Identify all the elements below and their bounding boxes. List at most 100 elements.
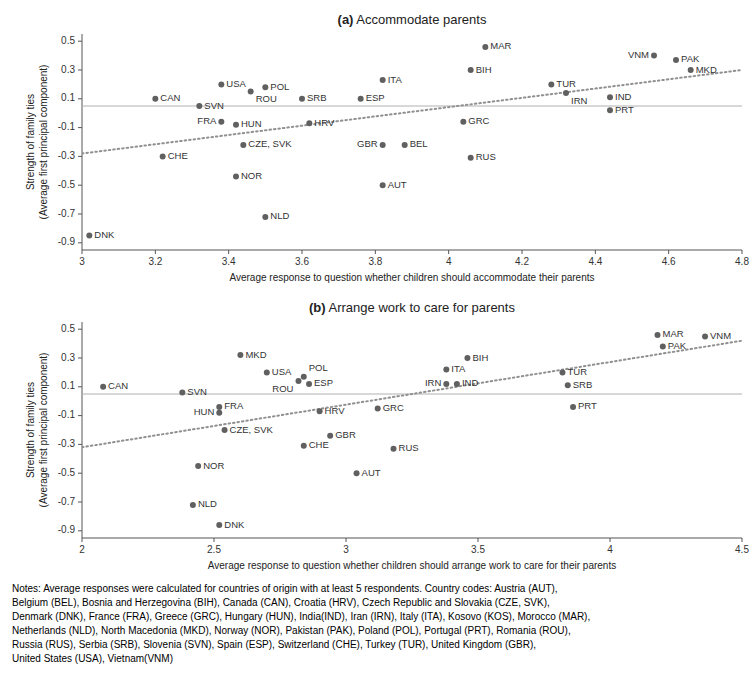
point-label: PRT — [578, 400, 597, 411]
note-line: Netherlands (NLD), North Macedonia (MKD)… — [12, 625, 571, 636]
data-point — [306, 381, 312, 387]
point-label: NLD — [270, 210, 289, 221]
point-label: AUT — [362, 467, 381, 478]
data-point — [607, 94, 613, 100]
point-label: HRV — [314, 117, 335, 128]
point-label: FRA — [224, 400, 244, 411]
plot-area — [82, 332, 742, 528]
point-label: SVN — [204, 100, 224, 111]
x-tick — [82, 250, 83, 254]
x-tick — [610, 538, 611, 542]
data-point — [216, 404, 222, 410]
x-tick-label: 4 — [446, 256, 452, 267]
y-tick-label: -0.9 — [58, 524, 76, 535]
y-tick-label: 0.3 — [61, 352, 75, 363]
point-label: SVN — [187, 386, 207, 397]
y-tick-label: -0.1 — [58, 409, 76, 420]
y-tick — [78, 329, 82, 330]
point-label: ITA — [451, 363, 466, 374]
y-tick-label: -0.3 — [58, 150, 76, 161]
data-point — [460, 119, 466, 125]
data-point — [295, 378, 301, 384]
y-tick — [78, 386, 82, 387]
point-label: RUS — [399, 442, 419, 453]
x-tick — [668, 250, 669, 254]
point-label: ESP — [314, 377, 333, 388]
title-prefix: (b) — [309, 300, 326, 315]
data-point — [548, 81, 554, 87]
point-label: MKD — [245, 349, 266, 360]
data-point — [160, 153, 166, 159]
y-tick-label: 0.5 — [61, 35, 75, 46]
point-label: VNM — [628, 49, 649, 60]
data-point — [264, 369, 270, 375]
y-tick — [78, 156, 82, 157]
point-label: ROU — [272, 383, 293, 394]
x-tick — [375, 250, 376, 254]
x-axis-label: Average response to question whether chi… — [208, 560, 616, 571]
y-tick-label: -0.9 — [58, 236, 76, 247]
y-tick — [78, 444, 82, 445]
x-tick — [522, 250, 523, 254]
point-label: CHE — [168, 150, 188, 161]
data-point — [218, 81, 224, 87]
point-label: HRV — [325, 405, 346, 416]
point-label: NLD — [198, 498, 217, 509]
data-point — [655, 332, 661, 338]
x-tick-label: 4 — [607, 544, 613, 555]
data-point — [195, 463, 201, 469]
point-labels: DNKCANCHESVNFRAHUNNORUSAROUPOLCZE, SVKNL… — [94, 40, 717, 240]
data-point — [190, 502, 196, 508]
data-point — [216, 522, 222, 528]
point-label: SRB — [573, 379, 593, 390]
y-tick-label: -0.5 — [58, 179, 76, 190]
data-point — [301, 443, 307, 449]
y-tick-label: -0.7 — [58, 496, 76, 507]
x-tick — [82, 538, 83, 542]
data-point — [468, 155, 474, 161]
data-point — [570, 404, 576, 410]
x-tick — [595, 250, 596, 254]
point-label: BEL — [410, 138, 428, 149]
data-point — [380, 77, 386, 83]
data-point — [86, 233, 92, 239]
point-label: CZE, SVK — [248, 138, 292, 149]
point-label: VNM — [710, 330, 731, 341]
point-label: USA — [226, 78, 246, 89]
data-point — [702, 333, 708, 339]
data-point — [196, 103, 202, 109]
data-point — [673, 57, 679, 63]
data-point — [358, 96, 364, 102]
x-tick-label: 4.6 — [662, 256, 676, 267]
point-label: NOR — [241, 170, 262, 181]
data-point — [262, 214, 268, 220]
panel: (a) Accommodate parents-0.9-0.7-0.5-0.3-… — [25, 12, 749, 283]
data-point — [179, 390, 185, 396]
x-tick — [448, 250, 449, 254]
data-point — [233, 174, 239, 180]
note-line: Belgium (BEL), Bosnia and Herzegovina (B… — [12, 597, 550, 608]
note-line: Denmark (DNK), France (FRA), Greece (GRC… — [12, 611, 590, 622]
y-tick-label: -0.3 — [58, 438, 76, 449]
data-point — [482, 44, 488, 50]
point-label: TUR — [556, 78, 576, 89]
point-label: CZE, SVK — [230, 424, 274, 435]
data-point — [317, 408, 323, 414]
point-label: POL — [270, 81, 289, 92]
point-label: CAN — [160, 92, 180, 103]
y-tick — [78, 242, 82, 243]
point-label: DNK — [224, 519, 245, 530]
point-label: GBR — [335, 429, 356, 440]
x-tick-label: 3 — [79, 256, 85, 267]
y-tick-label: -0.1 — [58, 121, 76, 132]
x-tick-label: 3 — [343, 544, 349, 555]
point-label: GRC — [383, 402, 404, 413]
y-tick — [78, 127, 82, 128]
data-point — [222, 427, 228, 433]
title-rest: Accommodate parents — [353, 12, 486, 27]
y-tick — [78, 358, 82, 359]
x-tick — [346, 538, 347, 542]
point-label: ROU — [256, 93, 277, 104]
data-point — [233, 122, 239, 128]
note-line: Notes: Average responses were calculated… — [12, 583, 558, 594]
